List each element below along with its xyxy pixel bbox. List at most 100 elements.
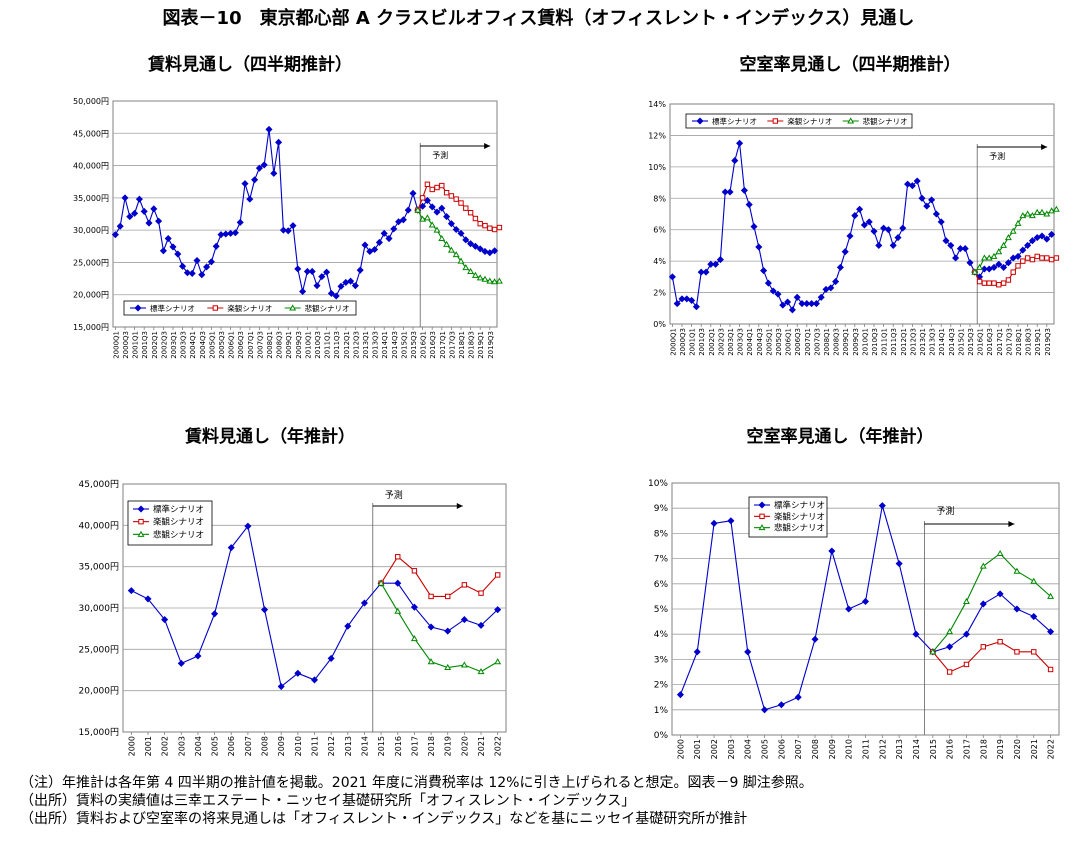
data-point-optimistic [1010,269,1016,275]
data-point-optimistic [496,224,503,231]
x-tick-label: 2006 [777,739,786,759]
x-tick-label: 2015Q3 [967,328,975,356]
data-point-optimistic [1024,255,1031,261]
data-point-pessimistic [1052,205,1060,212]
data-point-standard [375,238,383,246]
data-point-standard [380,229,388,237]
data-point-standard [323,268,331,276]
data-point-standard [164,235,172,243]
data-point-standard [966,259,974,267]
data-point-standard [961,245,969,253]
x-tick-label: 2018Q1 [1015,328,1023,356]
x-tick-label: 2019Q1 [477,331,485,359]
data-point-standard [313,282,321,290]
data-point-standard [932,210,940,218]
x-tick-label: 2014Q1 [938,328,946,356]
x-tick-label: 2004Q3 [756,328,764,356]
data-point-standard [1028,237,1036,245]
data-point-standard [361,241,369,249]
data-point-pessimistic [433,226,441,233]
x-tick-label: 2003Q3 [737,328,745,356]
data-point-pessimistic [419,215,427,222]
data-point-pessimistic [1028,211,1036,219]
data-point-standard [870,227,878,235]
data-point-standard [856,205,864,213]
data-point-standard [904,180,912,188]
legend-label: 楽観シナリオ [787,116,832,126]
data-point-standard [399,216,407,224]
y-tick-label: 14% [648,100,666,109]
panel-title-vacancy-yearly: 空室率見通し（年推計） [746,427,934,447]
x-tick-label: 2004Q1 [746,328,754,356]
x-tick-label: 2003 [177,736,186,756]
x-tick-label: 2001 [693,739,702,759]
panel-title-vacancy-quarterly: 空室率見通し（四半期推計） [739,55,961,75]
data-point-standard [1033,234,1041,242]
x-tick-label: 2012Q1 [343,331,351,359]
x-tick-label: 2010Q1 [861,328,869,356]
data-point-pessimistic [481,275,489,282]
data-point-optimistic [453,196,459,202]
data-point-standard [875,241,883,249]
legend-swatch-marker [137,505,145,513]
data-point-standard [860,221,868,229]
data-point-standard [889,241,897,249]
x-tick-label: 2005 [761,739,770,759]
data-point-standard [409,189,417,197]
data-point-standard [467,240,475,248]
data-point-optimistic [986,280,992,286]
x-tick-label: 2000 [127,736,136,756]
y-tick-label: 35,000円 [79,562,120,573]
x-tick-label: 2021 [477,736,486,756]
legend-swatch-marker [138,518,144,525]
x-tick-label: 2007 [794,739,803,759]
x-tick-label: 2013 [344,736,353,756]
data-point-standard [668,273,676,281]
legend-label: 標準シナリオ [153,504,204,515]
x-tick-label: 2007Q3 [813,328,821,356]
data-point-standard [327,654,335,662]
data-point-pessimistic [447,246,455,253]
x-tick-label: 2009 [828,739,837,759]
data-point-pessimistic [1009,227,1017,234]
forecast-arrow-head [1041,144,1048,150]
y-tick-label: 10% [648,479,668,489]
data-point-optimistic [467,210,474,216]
data-point-standard [385,235,393,243]
charts-canvas: 15,000円 20,000円 25,000円 30,000円 35,000円 40,00… [73,97,1060,759]
x-tick-label: 2004 [194,736,203,756]
y-tick-label: 12% [648,131,666,140]
legend-label: 標準シナリオ [712,116,757,126]
data-point-standard [337,282,345,290]
data-point-pessimistic [423,214,431,221]
data-point-standard [794,693,802,701]
x-tick-label: 2011Q3 [890,328,898,356]
data-point-optimistic [428,593,434,600]
data-point-standard [761,706,769,714]
data-point-standard [462,236,470,244]
data-point-standard [827,284,835,292]
data-point-standard [798,300,806,308]
x-tick-label: 2014Q3 [391,331,399,359]
data-point-standard [174,250,182,258]
x-tick-label: 2003 [727,739,736,759]
x-tick-label: 2009Q3 [295,331,303,359]
x-tick-label: 2011Q1 [881,328,889,356]
data-point-pessimistic [996,549,1004,557]
x-tick-label: 2005Q1 [765,328,773,356]
data-point-standard [1019,246,1027,254]
data-point-pessimistic [494,658,502,665]
data-point-standard [255,164,263,172]
data-point-standard [457,229,465,237]
x-tick-label: 2018Q3 [1025,328,1033,356]
data-point-standard [251,176,259,184]
y-tick-label: 45,000円 [79,479,120,490]
data-point-standard [145,219,153,227]
legend-swatch-marker [134,304,142,312]
x-tick-label: 2010Q3 [314,331,322,359]
data-point-optimistic [458,200,464,206]
data-point-standard [371,245,379,254]
x-tick-label: 2012 [878,739,887,759]
x-tick-label: 2018Q3 [468,331,476,359]
data-point-standard [750,223,758,231]
